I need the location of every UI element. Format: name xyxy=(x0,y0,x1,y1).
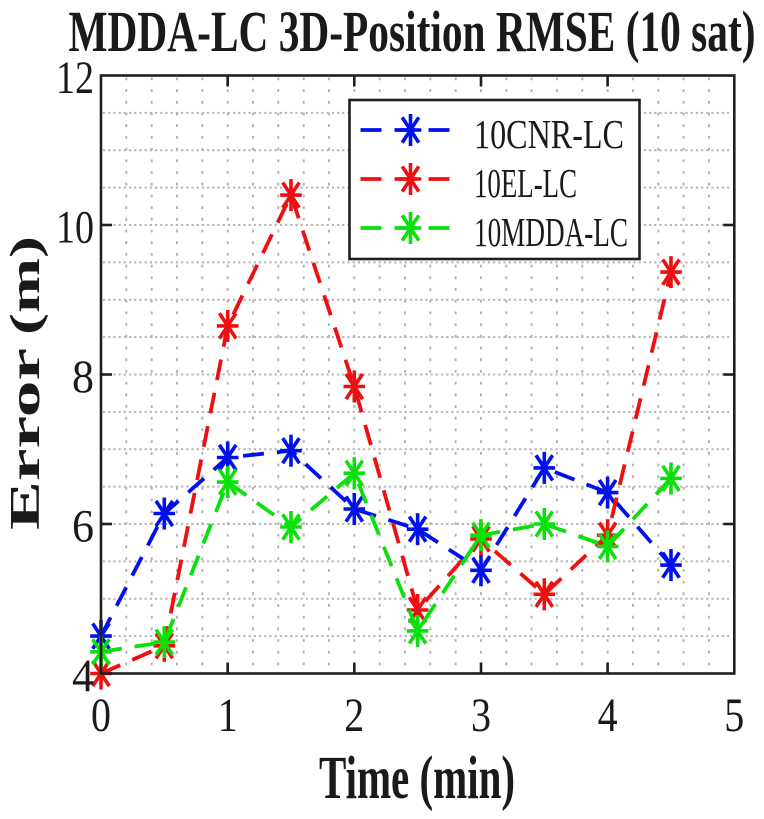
svg-text:10EL-LC: 10EL-LC xyxy=(474,160,577,206)
svg-text:12: 12 xyxy=(56,52,94,104)
svg-text:2: 2 xyxy=(344,689,364,742)
svg-text:5: 5 xyxy=(724,689,744,742)
svg-text:MDDA-LC 3D-Position RMSE (10 s: MDDA-LC 3D-Position RMSE (10 sat) xyxy=(69,0,756,64)
svg-text:10MDDA-LC: 10MDDA-LC xyxy=(474,209,628,255)
svg-text:10CNR-LC: 10CNR-LC xyxy=(474,111,624,157)
svg-text:4: 4 xyxy=(598,689,618,742)
svg-text:Error: Error xyxy=(3,348,49,530)
svg-text:10: 10 xyxy=(56,202,94,254)
svg-text:1: 1 xyxy=(218,689,238,742)
svg-text:0: 0 xyxy=(91,689,111,742)
svg-text:6: 6 xyxy=(72,501,94,553)
svg-text:Time (min): Time (min) xyxy=(319,745,515,812)
svg-text:8: 8 xyxy=(72,351,94,403)
svg-text:4: 4 xyxy=(72,650,94,702)
svg-text:(m): (m) xyxy=(3,236,49,335)
svg-text:3: 3 xyxy=(471,689,491,742)
